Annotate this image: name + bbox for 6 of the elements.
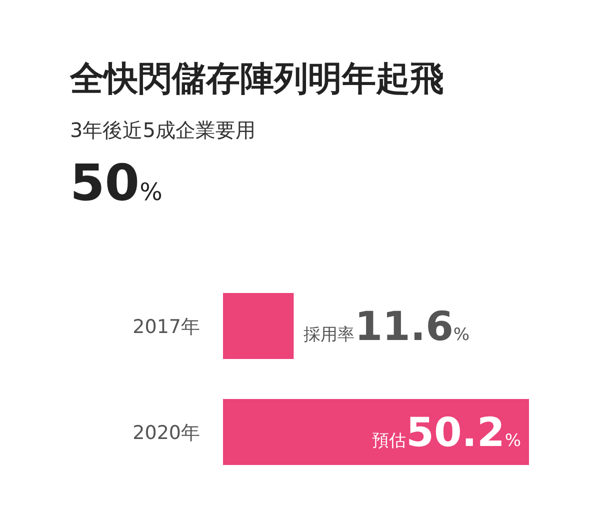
chart-title: 全快閃儲存陣列明年起飛 [69, 59, 444, 99]
y-tick-label: 2020年 [132, 422, 200, 444]
chart-subtitle: 3年後近5成企業要用 [70, 118, 256, 142]
y-tick-label: 2017年 [132, 316, 200, 338]
data-label: 預估50.2% [372, 410, 521, 456]
text: 50% [70, 154, 162, 212]
